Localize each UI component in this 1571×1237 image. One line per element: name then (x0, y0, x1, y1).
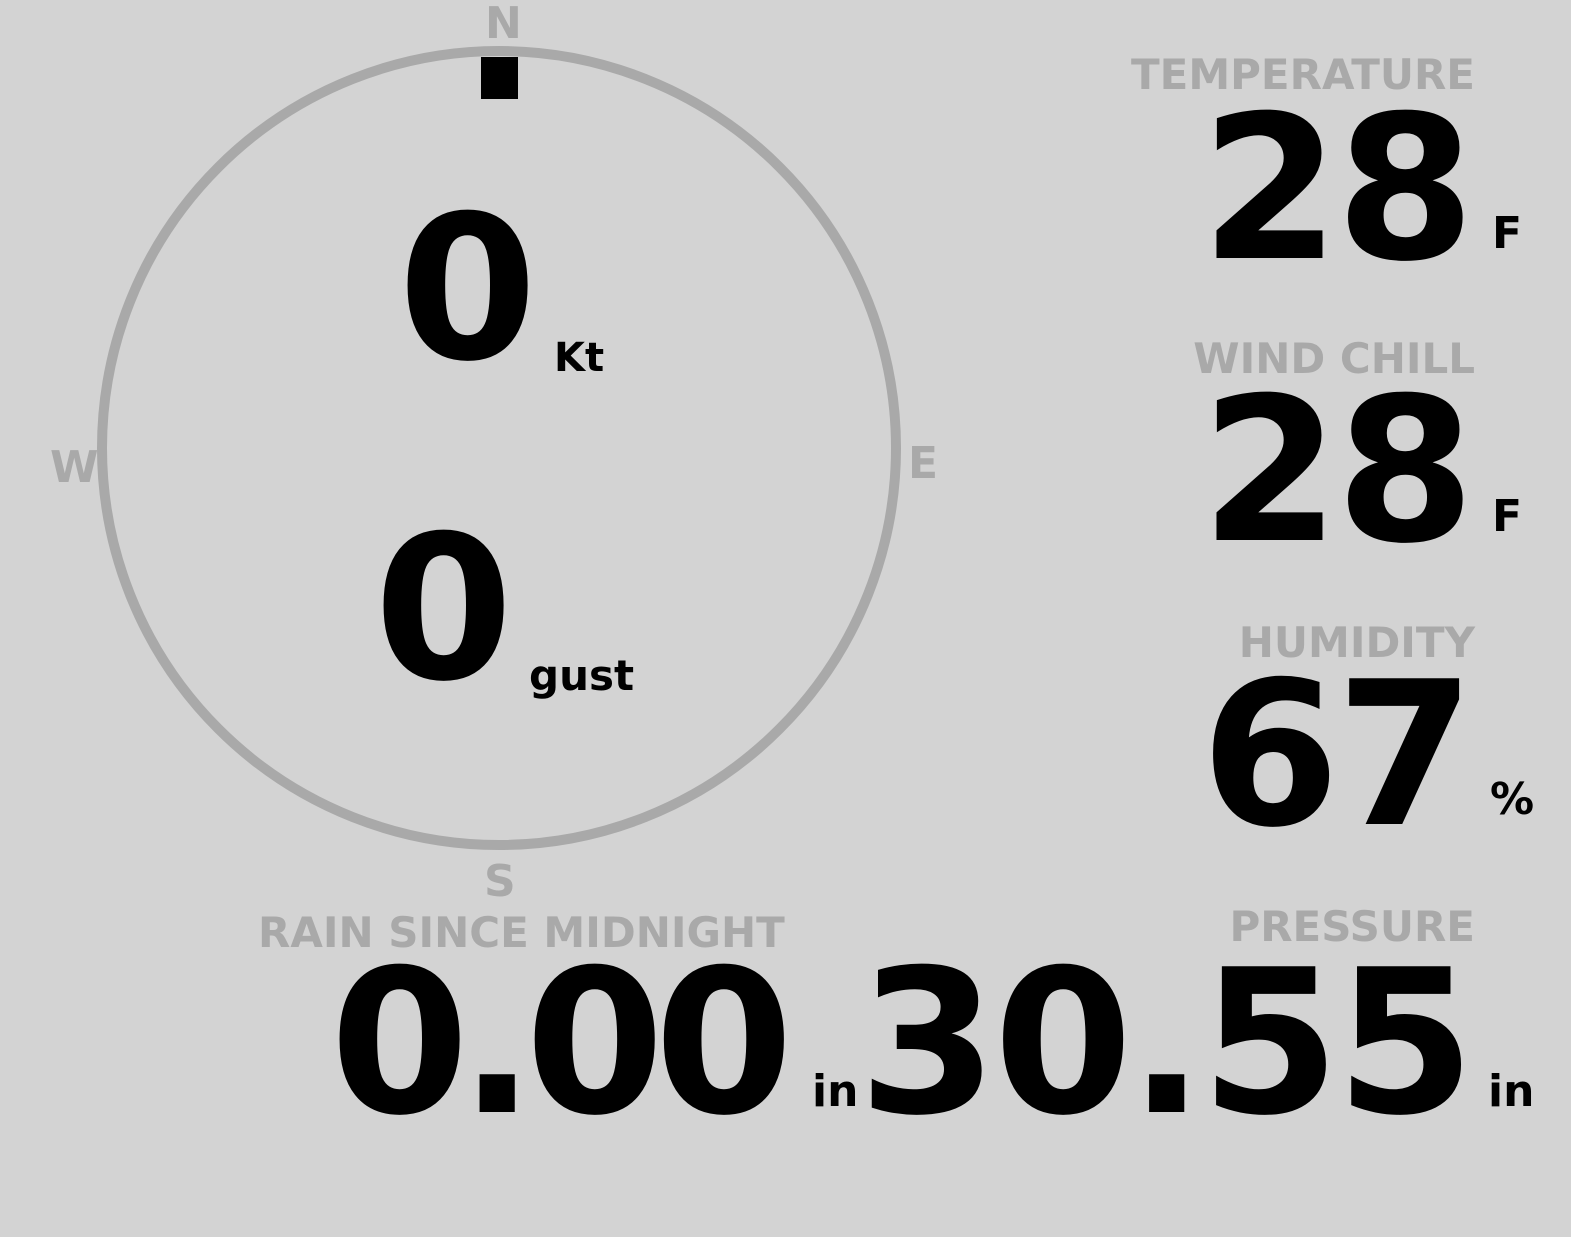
wind-chill-label: WIND CHILL (1193, 334, 1475, 383)
compass-dial (97, 46, 901, 850)
wind-speed-unit: Kt (554, 335, 605, 381)
temperature-label: TEMPERATURE (1131, 50, 1475, 99)
temperature-unit: F (1492, 208, 1523, 259)
wind-direction-marker (481, 57, 518, 99)
wind-gust-unit: gust (529, 651, 635, 700)
pressure-label: PRESSURE (1229, 902, 1475, 951)
humidity-value: 67 (1200, 639, 1475, 872)
humidity-unit: % (1490, 774, 1535, 825)
rain-unit: in (812, 1066, 859, 1117)
compass-west: W (50, 442, 99, 493)
humidity-label: HUMIDITY (1238, 618, 1475, 667)
compass-east: E (908, 438, 939, 489)
compass-ring (97, 46, 901, 850)
temperature-panel: TEMPERATURE (1131, 54, 1475, 96)
pressure-value: 30.55 (858, 927, 1475, 1160)
temperature-value: 28 (1200, 73, 1475, 306)
compass-south: S (484, 856, 516, 907)
pressure-unit: in (1488, 1066, 1535, 1117)
wind-gust-value: 0 (374, 493, 513, 726)
compass-north: N (485, 0, 522, 49)
wind-chill-value: 28 (1200, 355, 1475, 588)
rain-label: RAIN SINCE MIDNIGHT (258, 908, 785, 957)
wind-chill-unit: F (1492, 491, 1523, 542)
wind-speed-value: 0 (398, 173, 537, 406)
rain-value: 0.00 (330, 927, 793, 1160)
